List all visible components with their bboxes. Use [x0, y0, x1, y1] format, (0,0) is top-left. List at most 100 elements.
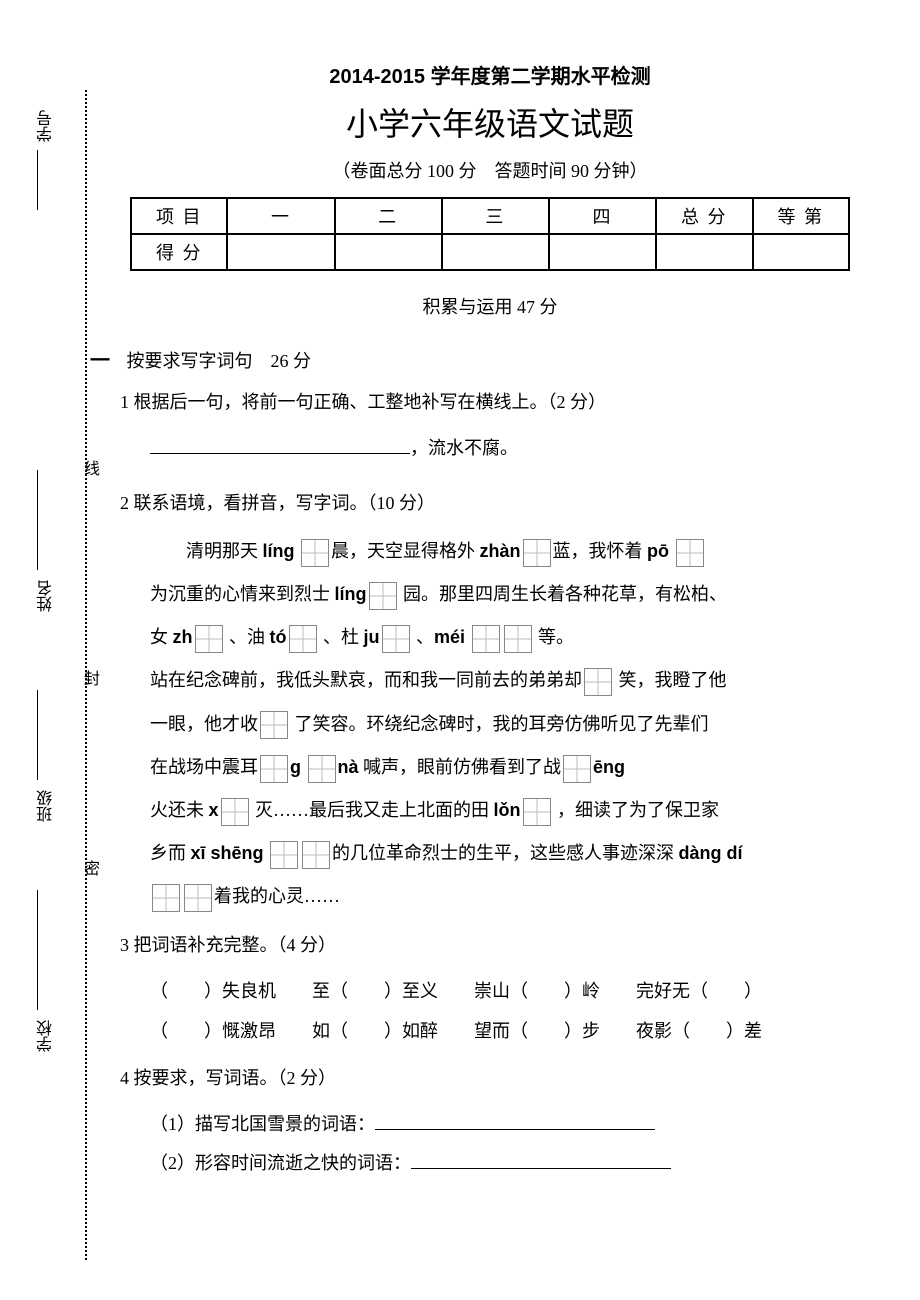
q2-line: 着我的心灵……	[150, 875, 880, 918]
char-box[interactable]	[301, 539, 329, 567]
char-box[interactable]	[289, 625, 317, 653]
pinyin: g	[290, 757, 301, 777]
char-box[interactable]	[472, 625, 500, 653]
td-score-label: 得 分	[131, 234, 227, 270]
q2-text: 等。	[534, 627, 575, 647]
q1-body: ，流水不腐。	[150, 429, 880, 469]
margin-label-class: 班级	[35, 790, 59, 822]
char-box[interactable]	[152, 884, 180, 912]
pinyin: ēng	[593, 757, 625, 777]
score-table: 项 目 一 二 三 四 总 分 等 第 得 分	[130, 197, 850, 271]
q2-text: 为沉重的心情来到烈士	[150, 584, 335, 604]
q2-text: 着我的心灵……	[214, 886, 340, 906]
q2-line: 在战场中震耳 g nà 喊声，眼前仿佛看到了战 ēng	[150, 746, 880, 789]
q1: 1 根据后一句，将前一句正确、工整地补写在横线上。（2 分）	[120, 383, 880, 423]
margin-underline	[37, 690, 38, 780]
q2-text: 喊声，眼前仿佛看到了战	[359, 757, 562, 777]
td-blank	[442, 234, 549, 270]
q3-line2: （ ）慨激昂 如（ ）如醉 望而（ ）步 夜影（ ）差	[150, 1012, 880, 1052]
q4-sub1: （1）描写北国雪景的词语：	[150, 1105, 880, 1145]
char-box[interactable]	[523, 798, 551, 826]
pinyin: pō	[647, 541, 669, 561]
pinyin: méi	[434, 627, 465, 647]
q4-sub1-text: （1）描写北国雪景的词语：	[150, 1114, 375, 1134]
section-title: 积累与运用 47 分	[100, 293, 880, 319]
pinyin: tó	[270, 627, 287, 647]
td-blank	[227, 234, 334, 270]
pinyin: ju	[364, 627, 380, 647]
char-box[interactable]	[184, 884, 212, 912]
pinyin: x	[209, 800, 219, 820]
pinyin: zhàn	[480, 541, 521, 561]
margin-underline	[37, 150, 38, 210]
q2-text: 乡而	[150, 843, 191, 863]
th-4: 四	[549, 198, 656, 234]
char-box[interactable]	[270, 841, 298, 869]
q4-sub2: （2）形容时间流逝之快的词语：	[150, 1144, 880, 1184]
header-info: （卷面总分 100 分 答题时间 90 分钟）	[100, 157, 880, 183]
q2-text: 的几位革命烈士的生平，这些感人事迹深深	[332, 843, 679, 863]
q2-text: 火还未	[150, 800, 209, 820]
header-title: 小学六年级语文试题	[100, 99, 880, 145]
table-row: 得 分	[131, 234, 849, 270]
seal-xian: 线	[77, 460, 101, 476]
char-box[interactable]	[369, 582, 397, 610]
margin-underline	[37, 890, 38, 1010]
table-row: 项 目 一 二 三 四 总 分 等 第	[131, 198, 849, 234]
char-box[interactable]	[260, 755, 288, 783]
th-total: 总 分	[656, 198, 752, 234]
q2-text: 笑，我瞪了他	[614, 670, 727, 690]
q4-blank1[interactable]	[375, 1129, 655, 1130]
margin-label-name: 姓名	[35, 580, 59, 612]
th-3: 三	[442, 198, 549, 234]
seal-feng: 封	[77, 670, 101, 686]
char-box[interactable]	[504, 625, 532, 653]
q3-prompt: 把词语补充完整。（4 分）	[134, 935, 337, 955]
char-box[interactable]	[563, 755, 591, 783]
td-blank	[753, 234, 850, 270]
td-blank	[335, 234, 442, 270]
pinyin: zh	[173, 627, 193, 647]
char-box-pair	[150, 875, 214, 918]
char-box[interactable]	[221, 798, 249, 826]
q2-text: ，细读了为了保卫家	[553, 800, 720, 820]
q1-after: ，流水不腐。	[410, 438, 518, 458]
char-box[interactable]	[302, 841, 330, 869]
q-main-line: 一 按要求写字词句 26 分	[90, 339, 880, 383]
pinyin: nà	[338, 757, 359, 777]
margin-label-xuehao: 学号	[35, 110, 59, 142]
q1-blank[interactable]	[150, 453, 410, 454]
q4-blank2[interactable]	[411, 1168, 671, 1169]
question-block: 一 按要求写字词句 26 分 1 根据后一句，将前一句正确、工整地补写在横线上。…	[100, 339, 880, 1184]
char-box[interactable]	[260, 711, 288, 739]
margin-label-school: 学校	[35, 1020, 59, 1052]
q4: 4 按要求，写词语。（2 分）	[120, 1059, 880, 1099]
q2-text: 在战场中震耳	[150, 757, 258, 777]
q2-text: 园。那里四周生长着各种花草，有松柏、	[399, 584, 728, 604]
char-box[interactable]	[523, 539, 551, 567]
q3-num: 3	[120, 935, 129, 955]
td-blank	[656, 234, 752, 270]
char-box[interactable]	[195, 625, 223, 653]
q1-prompt: 根据后一句，将前一句正确、工整地补写在横线上。（2 分）	[134, 392, 607, 412]
header-year: 2014-2015 学年度第二学期水平检测	[100, 60, 880, 89]
q2-text: 晨，天空显得格外	[331, 541, 480, 561]
pinyin: xī shēng	[191, 843, 264, 863]
q2-line: 乡而 xī shēng 的几位革命烈士的生平，这些感人事迹深深 dàng dí	[150, 832, 880, 875]
q2-prompt: 联系语境，看拼音，写字词。（10 分）	[134, 493, 436, 513]
q2-text: 了笑容。环绕纪念碑时，我的耳旁仿佛听见了先辈们	[290, 714, 709, 734]
q2-text: 蓝，我怀着	[553, 541, 648, 561]
th-item: 项 目	[131, 198, 227, 234]
th-1: 一	[227, 198, 334, 234]
char-box-pair	[268, 832, 332, 875]
pinyin: dàng dí	[679, 843, 743, 863]
pinyin: lǒn	[494, 800, 521, 820]
char-box[interactable]	[382, 625, 410, 653]
q2-line: 清明那天 líng 晨，天空显得格外 zhàn蓝，我怀着 pō	[150, 530, 880, 573]
char-box[interactable]	[584, 668, 612, 696]
char-box[interactable]	[676, 539, 704, 567]
q2-line: 女 zh 、油 tó 、杜 ju 、méi 等。	[150, 616, 880, 659]
q2-text: 女	[150, 627, 173, 647]
char-box[interactable]	[308, 755, 336, 783]
td-blank	[549, 234, 656, 270]
